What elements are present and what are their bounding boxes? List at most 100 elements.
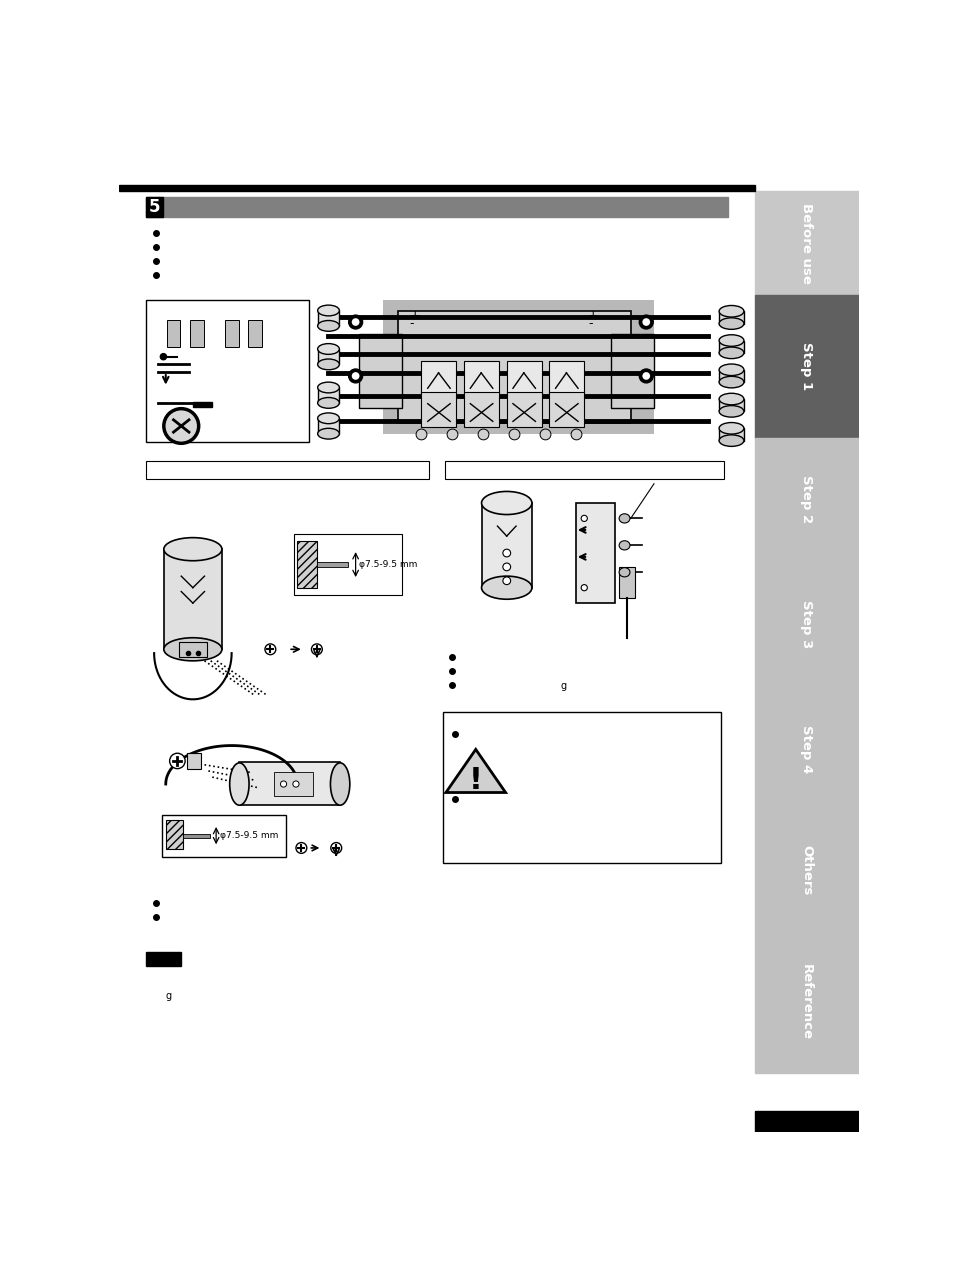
Ellipse shape	[317, 382, 339, 393]
Ellipse shape	[481, 491, 532, 515]
Ellipse shape	[317, 343, 339, 355]
Ellipse shape	[447, 429, 457, 440]
Bar	[274, 772, 313, 795]
Bar	[382, 300, 654, 435]
Ellipse shape	[502, 563, 510, 571]
Ellipse shape	[352, 318, 359, 326]
Ellipse shape	[265, 644, 275, 655]
Ellipse shape	[317, 359, 339, 370]
Bar	[316, 562, 348, 567]
Ellipse shape	[164, 637, 222, 661]
Bar	[611, 335, 654, 407]
Bar	[294, 534, 402, 595]
Text: +: +	[410, 309, 420, 322]
Ellipse shape	[719, 305, 743, 317]
Text: Others: Others	[800, 846, 812, 895]
Bar	[317, 418, 339, 434]
Bar	[464, 361, 498, 396]
Ellipse shape	[164, 408, 198, 444]
Bar	[421, 361, 456, 396]
Ellipse shape	[641, 318, 649, 326]
Ellipse shape	[618, 567, 629, 577]
Bar	[719, 429, 743, 440]
Text: φ7.5-9.5 mm: φ7.5-9.5 mm	[220, 831, 278, 840]
Bar	[549, 392, 583, 427]
Ellipse shape	[502, 577, 510, 585]
Ellipse shape	[580, 585, 587, 590]
Ellipse shape	[295, 842, 307, 854]
Ellipse shape	[317, 397, 339, 408]
Bar	[297, 542, 316, 588]
Ellipse shape	[719, 406, 743, 417]
Ellipse shape	[719, 422, 743, 434]
Bar	[146, 197, 163, 218]
Bar	[317, 310, 339, 326]
Bar	[506, 392, 541, 427]
Ellipse shape	[719, 377, 743, 388]
Ellipse shape	[641, 373, 649, 380]
Ellipse shape	[352, 373, 359, 380]
Ellipse shape	[477, 429, 488, 440]
Ellipse shape	[317, 321, 339, 331]
Ellipse shape	[348, 315, 362, 329]
Bar	[317, 388, 339, 403]
Bar	[187, 753, 201, 768]
Text: Step 2: Step 2	[800, 474, 812, 523]
Text: Step 3: Step 3	[800, 600, 812, 649]
Ellipse shape	[719, 435, 743, 446]
Bar	[754, 295, 858, 438]
Ellipse shape	[639, 369, 653, 383]
FancyBboxPatch shape	[224, 321, 238, 347]
Bar	[481, 502, 532, 588]
Bar	[719, 341, 743, 352]
Text: φ7.5-9.5 mm: φ7.5-9.5 mm	[359, 560, 417, 569]
Bar	[162, 815, 286, 857]
Bar	[754, 191, 858, 295]
Text: -: -	[410, 317, 414, 329]
Ellipse shape	[571, 429, 581, 440]
Text: g: g	[166, 991, 172, 1001]
Text: 5: 5	[149, 198, 160, 216]
Ellipse shape	[618, 541, 629, 550]
Ellipse shape	[509, 429, 519, 440]
Bar	[183, 834, 210, 838]
Bar	[719, 399, 743, 411]
Bar	[754, 1112, 858, 1132]
FancyBboxPatch shape	[167, 321, 180, 347]
Ellipse shape	[164, 538, 222, 561]
Ellipse shape	[639, 315, 653, 329]
Polygon shape	[445, 749, 505, 792]
Bar	[421, 392, 456, 427]
Text: Reference: Reference	[800, 964, 812, 1039]
Text: Before use: Before use	[800, 202, 812, 284]
Ellipse shape	[348, 369, 362, 383]
Ellipse shape	[719, 347, 743, 359]
Ellipse shape	[719, 364, 743, 375]
Bar	[719, 312, 743, 323]
Ellipse shape	[618, 514, 629, 523]
FancyBboxPatch shape	[248, 321, 261, 347]
Ellipse shape	[331, 842, 341, 854]
Ellipse shape	[481, 576, 532, 599]
Bar	[146, 951, 181, 965]
Bar	[239, 762, 340, 805]
Ellipse shape	[317, 429, 339, 439]
Bar	[146, 197, 727, 218]
Ellipse shape	[502, 550, 510, 557]
Text: !: !	[468, 766, 482, 795]
Bar	[146, 300, 309, 443]
Bar	[506, 361, 541, 396]
Ellipse shape	[160, 354, 167, 360]
Bar	[754, 438, 858, 561]
Bar	[119, 184, 754, 191]
Bar	[444, 460, 723, 480]
Bar	[164, 550, 222, 649]
Ellipse shape	[311, 644, 322, 655]
Bar	[719, 370, 743, 382]
Text: g: g	[560, 682, 566, 691]
Bar	[754, 561, 858, 688]
Bar	[576, 502, 615, 603]
Text: Step 1: Step 1	[800, 342, 812, 391]
Ellipse shape	[719, 318, 743, 329]
Bar	[317, 349, 339, 364]
